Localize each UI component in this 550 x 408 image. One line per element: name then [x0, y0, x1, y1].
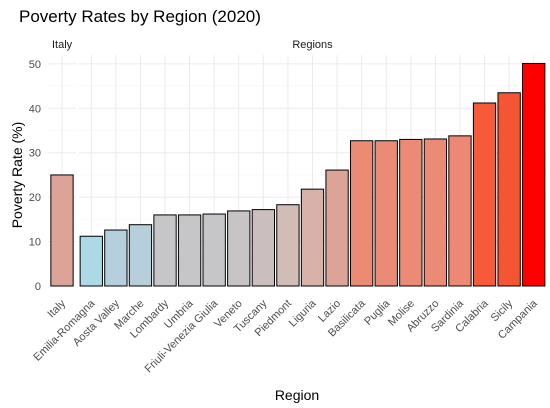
bar-aosta-valley — [104, 229, 128, 287]
y-axis-title: Poverty Rate (%) — [9, 122, 25, 229]
x-tick-label: Liguria — [287, 297, 319, 329]
y-tick-label: 20 — [29, 192, 41, 204]
bar-italy — [50, 174, 74, 287]
y-tick-label: 10 — [29, 237, 41, 249]
x-axis-title: Region — [275, 387, 319, 403]
bar-tuscany — [251, 209, 275, 287]
bar-sicily — [497, 92, 521, 287]
bar-basilicata — [350, 140, 374, 287]
bar-sardinia — [448, 135, 472, 287]
y-tick-label: 50 — [29, 59, 41, 71]
bar-lombardy — [153, 214, 177, 287]
chart-title: Poverty Rates by Region (2020) — [19, 7, 261, 26]
bar-abruzzo — [423, 138, 448, 287]
bar-calabria — [472, 102, 497, 287]
bar-marche — [128, 224, 153, 287]
y-tick-label: 40 — [29, 103, 41, 115]
bar-molise — [399, 138, 423, 287]
bar-emilia-romagna — [79, 235, 103, 287]
bar-umbria — [177, 214, 202, 287]
bar-veneto — [227, 210, 251, 287]
bar-liguria — [300, 188, 325, 287]
bar-lazio — [325, 169, 349, 287]
bar-campania — [522, 62, 546, 287]
facet-label: Italy — [52, 39, 73, 51]
bar-puglia — [374, 140, 398, 287]
bar-piedmont — [276, 204, 300, 287]
bar-friuli-venezia-giulia — [202, 213, 226, 287]
y-tick-label: 30 — [29, 148, 41, 160]
x-tick-label: Italy — [45, 297, 68, 320]
facet-label: Regions — [292, 39, 333, 51]
y-tick-label: 0 — [35, 281, 41, 293]
